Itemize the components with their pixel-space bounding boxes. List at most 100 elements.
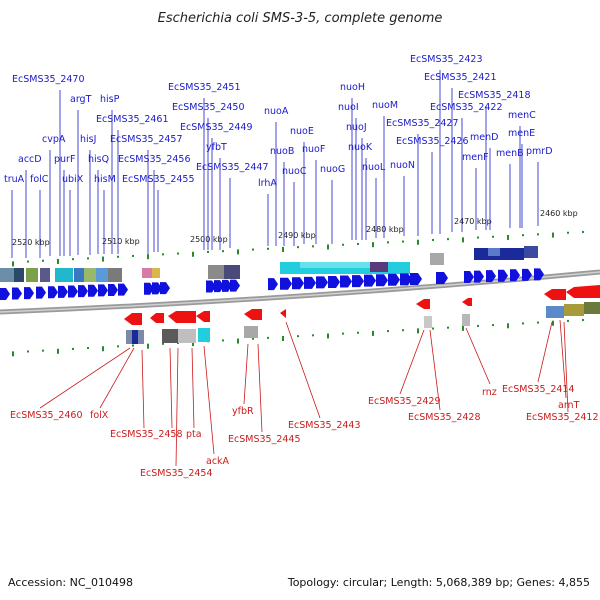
gene-arrow <box>400 273 412 286</box>
tick-mark <box>72 258 74 261</box>
tick-mark <box>192 341 194 347</box>
gene-label: cvpA <box>42 134 66 145</box>
gene-arrow <box>340 275 352 288</box>
tick-label: 2500 kbp <box>190 235 228 244</box>
gene-label: nuoF <box>302 144 325 155</box>
tick-mark <box>582 230 584 233</box>
tick-mark <box>357 242 359 245</box>
tick-mark <box>267 336 269 339</box>
gene-label: lrhA <box>258 178 277 189</box>
gene-label: nuoE <box>290 126 314 137</box>
tick-mark <box>237 338 239 344</box>
gene-label: ackA <box>206 456 230 467</box>
gene-label: nuoC <box>282 166 307 177</box>
tick-mark <box>402 240 404 243</box>
tick-mark <box>12 351 14 357</box>
gene-label: EcSMS35_2447 <box>196 162 269 173</box>
gene-arrow <box>36 286 46 299</box>
tick-mark <box>567 319 569 322</box>
gene-arrow <box>118 283 128 296</box>
leader-line <box>191 347 195 429</box>
tick-mark <box>372 330 374 336</box>
gene-arrow <box>352 275 364 288</box>
gene-arrow <box>534 268 544 281</box>
tick-mark <box>417 239 419 245</box>
gene-arrow <box>498 269 508 282</box>
leader-line <box>399 329 425 395</box>
leader-line <box>243 343 249 405</box>
gene-arrow <box>160 282 170 295</box>
tick-mark <box>192 251 194 257</box>
forward-gene-labels: truA accD folC cvpA purF ubiX argT hisJ … <box>4 54 553 189</box>
tick-mark <box>447 326 449 329</box>
gene-label: EcSMS35_2456 <box>118 154 191 165</box>
leader-line <box>169 347 173 429</box>
tick-mark <box>402 329 404 332</box>
gene-label: EcSMS35_2429 <box>368 396 441 407</box>
gene-label: EcSMS35_2461 <box>96 114 169 125</box>
gene-label: EcSMS35_2450 <box>172 102 245 113</box>
leader-line <box>559 319 567 399</box>
tick-label: 2470 kbp <box>454 217 492 226</box>
gene-arrow <box>486 270 496 283</box>
gene-arrow <box>436 272 448 285</box>
gene-arrow <box>98 284 108 297</box>
leader-line <box>429 329 441 411</box>
gene-label: nuoG <box>320 164 345 175</box>
tick-mark <box>87 347 89 350</box>
gene-arrow <box>230 279 240 292</box>
reverse-feature-blocks <box>126 302 600 344</box>
leader-line <box>537 321 553 383</box>
tick-mark <box>252 337 254 340</box>
gene-arrow <box>280 277 292 290</box>
gene-label: menC <box>508 110 536 121</box>
gene-arrow <box>152 282 162 295</box>
reverse-gene-arrows <box>124 285 600 325</box>
gene-label: nuoK <box>348 142 373 153</box>
tick-mark <box>522 234 524 237</box>
gene-label: EcSMS35_2443 <box>288 420 361 431</box>
gene-label: menD <box>470 132 498 143</box>
gene-label: nuoH <box>340 82 365 93</box>
gene-arrow <box>214 280 224 293</box>
leader-line <box>39 347 131 409</box>
tick-mark <box>387 330 389 333</box>
gene-label: nuoB <box>270 146 294 157</box>
gene-arrow <box>0 288 10 300</box>
gene-label: EcSMS35_2460 <box>10 410 83 421</box>
gene-label: EcSMS35_2418 <box>458 90 531 101</box>
gene-arrow <box>376 274 388 287</box>
tick-mark <box>567 231 569 234</box>
gene-arrow <box>316 276 328 289</box>
leader-line <box>465 327 491 385</box>
leader-line <box>175 347 179 467</box>
tick-mark <box>237 249 239 255</box>
tick-label: 2490 kbp <box>278 231 316 240</box>
gene-label: ubiX <box>62 174 84 185</box>
gene-label: purF <box>54 154 75 165</box>
gene-label: nuoM <box>372 100 398 111</box>
reverse-gene-labels: EcSMS35_2460 folX EcSMS35_2458 pta EcSMS… <box>10 384 599 479</box>
gene-label: rnz <box>482 387 497 398</box>
gene-arrow <box>388 273 400 286</box>
tick-mark <box>432 327 434 330</box>
tick-mark <box>582 319 584 322</box>
tick-mark <box>312 334 314 337</box>
tick-mark <box>432 238 434 241</box>
gene-label: yfbR <box>232 406 254 417</box>
tick-mark <box>27 350 29 353</box>
tick-mark <box>57 348 59 354</box>
tick-mark <box>222 250 224 253</box>
tick-mark <box>507 234 509 240</box>
gene-arrow <box>144 282 154 295</box>
gene-arrow <box>12 287 22 300</box>
tick-mark <box>387 241 389 244</box>
gene-label: pmrD <box>526 146 553 157</box>
gene-label: EcSMS35_2445 <box>228 434 301 445</box>
gene-label: truA <box>4 174 25 185</box>
gene-arrow <box>58 285 68 298</box>
tick-mark <box>12 261 14 267</box>
gene-label: hisP <box>100 94 120 105</box>
tick-mark <box>342 243 344 246</box>
